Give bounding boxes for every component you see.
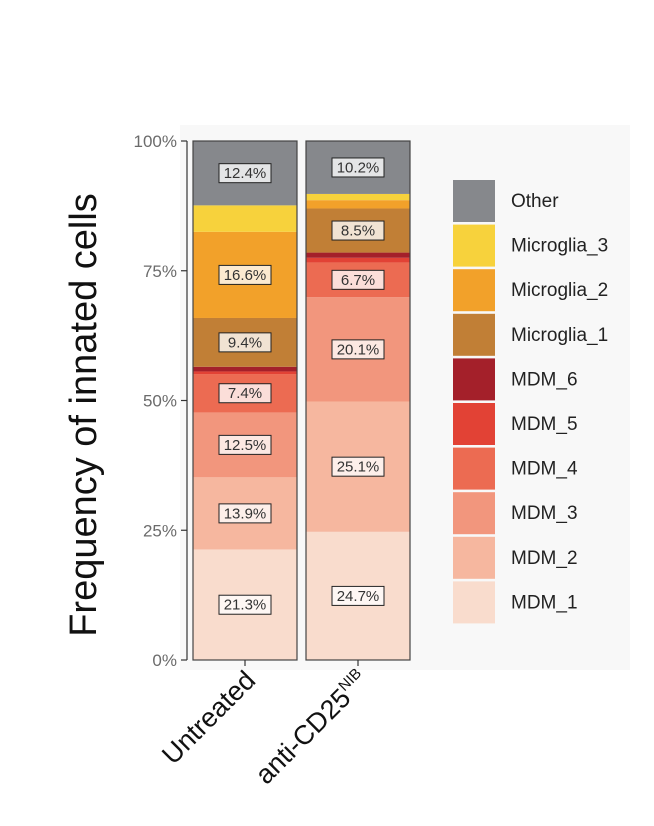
data-label-box: [218, 434, 272, 455]
legend-swatch-microglia-2: [453, 269, 495, 312]
legend-label: MDM_4: [511, 459, 578, 480]
data-label-text: 20.1%: [337, 341, 380, 358]
data-label-text: 24.7%: [337, 588, 380, 605]
legend-swatch-other: [453, 180, 495, 222]
data-label-text: 8.5%: [341, 223, 375, 240]
legend-swatch-mdm-2: [453, 536, 495, 579]
legend: Other Microglia_3 Microglia_2 Microglia_1 MD…: [453, 180, 608, 624]
y-axis-ticks: 0% 25% 50% 75% 100%: [134, 132, 187, 670]
data-label-text: 10.2%: [337, 159, 380, 176]
data-label: 12.4%: [218, 163, 272, 184]
data-label-text: 21.3%: [224, 597, 267, 614]
data-label-box: [331, 157, 385, 178]
data-label: 16.6%: [218, 264, 272, 285]
data-label-box: [218, 163, 272, 184]
data-label-box: [218, 264, 272, 285]
legend-label: Microglia_2: [511, 280, 608, 301]
legend-swatch-mdm-5: [453, 403, 495, 445]
data-label: 21.3%: [218, 594, 272, 615]
data-label-text: 25.1%: [337, 459, 380, 476]
data-label: 12.5%: [218, 434, 272, 455]
data-label-box: [218, 503, 272, 524]
data-label: 20.1%: [331, 339, 385, 360]
data-label: 8.5%: [331, 220, 385, 241]
data-label-box: [331, 585, 385, 606]
bar-segment-microglia-3: [306, 193, 410, 201]
legend-swatch-mdm-3: [453, 492, 495, 535]
data-label-box: [331, 220, 385, 241]
data-label: 10.2%: [331, 157, 385, 178]
data-label-box: [331, 269, 385, 290]
legend-swatch-microglia-3: [453, 224, 495, 267]
bars: 21.3% 13.9% 12.5% 7.4% 9.4% 16.6% 12.4% 24.7% 25…: [192, 140, 411, 661]
y-tick-label: 25%: [143, 521, 177, 540]
legend-label: MDM_2: [511, 548, 578, 569]
data-label-text: 9.4%: [228, 334, 262, 351]
data-label: 7.4%: [218, 383, 272, 404]
data-label-box: [331, 339, 385, 360]
legend-swatch-mdm-1: [453, 581, 495, 624]
data-label-text: 6.7%: [341, 272, 375, 289]
data-label-box: [218, 383, 272, 404]
bar-segment-mdm-5: [306, 257, 410, 263]
bar-segment-microglia-3: [193, 205, 297, 232]
bar-segment-mdm-5: [193, 371, 297, 375]
data-label-box: [331, 456, 385, 477]
bar-segment-mdm-6: [306, 252, 410, 258]
legend-label: MDM_5: [511, 414, 578, 435]
data-label-text: 12.4%: [224, 165, 267, 182]
data-label-text: 13.9%: [224, 505, 267, 522]
legend-label: MDM_6: [511, 369, 578, 390]
y-tick-label: 0%: [152, 651, 177, 670]
y-axis-title: Frequency of innated cells: [63, 193, 105, 637]
data-label: 24.7%: [331, 585, 385, 606]
data-label-box: [218, 332, 272, 353]
legend-swatch-microglia-1: [453, 313, 495, 356]
bar-segment-microglia-2: [306, 200, 410, 209]
data-label-box: [218, 594, 272, 615]
legend-label: MDM_1: [511, 592, 578, 613]
data-label: 9.4%: [218, 332, 272, 353]
legend-swatch-mdm-4: [453, 447, 495, 490]
legend-label: Microglia_1: [511, 325, 608, 346]
y-tick-label: 50%: [143, 392, 177, 411]
y-tick-label: 75%: [143, 262, 177, 281]
data-label-text: 16.6%: [224, 267, 267, 284]
legend-label: MDM_3: [511, 503, 578, 524]
legend-swatch-mdm-6: [453, 358, 495, 401]
data-label: 13.9%: [218, 503, 272, 524]
data-label: 6.7%: [331, 269, 385, 290]
data-label: 25.1%: [331, 456, 385, 477]
y-tick-label: 100%: [134, 132, 177, 151]
data-label-text: 7.4%: [228, 385, 262, 402]
legend-label: Microglia_3: [511, 236, 608, 257]
bar-segment-mdm-6: [193, 366, 297, 372]
data-label-text: 12.5%: [224, 437, 267, 454]
legend-label: Other: [511, 191, 559, 212]
